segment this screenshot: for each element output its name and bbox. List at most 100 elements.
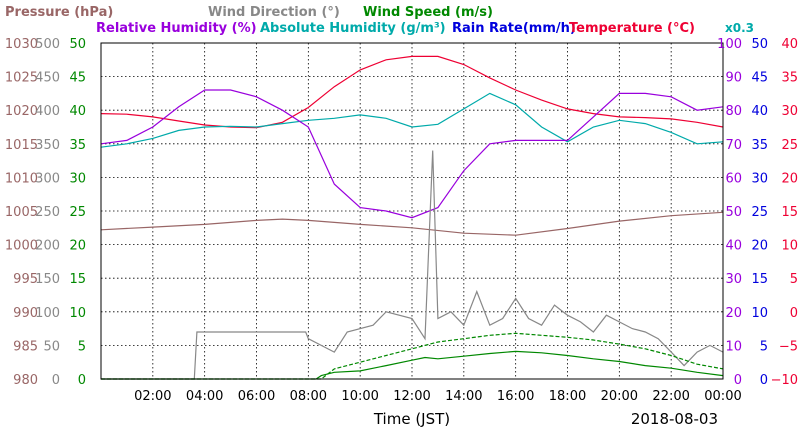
y-tick-label-rain-rate: 45 — [751, 71, 768, 86]
y-tick-label-rain-rate: 0 — [760, 373, 768, 388]
x-tick-label: 08:00 — [290, 389, 327, 404]
legend-rain-rate: Rain Rate(mm/h) — [452, 21, 576, 36]
series-line-temperature-c — [100, 55, 724, 129]
y-tick-label-relative-humidity: 30 — [725, 272, 742, 287]
y-tick-label-wind-direction: 200 — [35, 239, 60, 254]
y-tick-label-rain-rate: 40 — [751, 104, 768, 119]
y-tick-label-wind-direction: 250 — [35, 205, 60, 220]
series-line-wind-speed-m-s — [101, 332, 724, 380]
plot-frame — [100, 42, 724, 380]
grid — [101, 43, 723, 379]
y-tick-label-wind-direction: 150 — [35, 272, 60, 287]
y-tick-label-rain-rate: 30 — [751, 171, 768, 186]
series-line-pressure-hpa — [100, 211, 724, 236]
y-tick-label-wind-direction: 100 — [35, 306, 60, 321]
series-line-wind-speed-m-s — [101, 350, 724, 380]
x-tick-label: 22:00 — [652, 389, 689, 404]
y-tick-label-wind-speed: 0 — [78, 373, 86, 388]
y-tick-label-temperature: 30 — [781, 104, 798, 119]
x-tick-labels: 02:00 04:00 06:00 08:00 10:00 12:00 14:00 16:00… — [134, 389, 742, 404]
y-tick-label-wind-speed: 20 — [69, 239, 86, 254]
y-tick-label-temperature: 5 — [790, 272, 798, 287]
legend-pressure: Pressure (hPa) — [5, 5, 113, 20]
y-tick-label-temperature: 15 — [781, 205, 798, 220]
legend-relative-humidity: Relative Humidity (%) — [96, 21, 257, 36]
legend-wind-speed: Wind Speed (m/s) — [363, 5, 493, 20]
y-tick-label-relative-humidity: 80 — [725, 104, 742, 119]
y-tick-labels: 9809859909951000100510101015102010251030… — [5, 37, 798, 388]
y-tick-label-wind-direction: 50 — [43, 339, 60, 354]
series-line-absolute-humidity-g-m — [100, 92, 724, 148]
y-tick-label-wind-speed: 15 — [69, 272, 86, 287]
y-tick-label-pressure: 985 — [13, 339, 38, 354]
y-tick-label-temperature: 0 — [790, 306, 798, 321]
y-tick-label-rain-rate: 15 — [751, 272, 768, 287]
y-tick-label-temperature: −5 — [779, 339, 798, 354]
y-tick-label-relative-humidity: 50 — [725, 205, 742, 220]
y-tick-label-temperature: 40 — [781, 37, 798, 52]
y-tick-label-wind-direction: 400 — [35, 104, 60, 119]
y-tick-label-pressure: 995 — [13, 272, 38, 287]
y-tick-label-relative-humidity: 10 — [725, 339, 742, 354]
y-tick-label-wind-direction: 450 — [35, 71, 60, 86]
x-tick-label: 02:00 — [134, 389, 171, 404]
x-tick-label: 04:00 — [186, 389, 223, 404]
x-tick-label: 00:00 — [704, 389, 741, 404]
legend-absolute-humidity: Absolute Humidity (g/m³) — [260, 21, 446, 36]
x-tick-label: 10:00 — [341, 389, 378, 404]
series-layer — [100, 55, 724, 380]
x-axis-title: Time (JST) — [373, 410, 450, 428]
legend-temperature: Temperature (°C) — [569, 21, 695, 36]
x-tick-label: 12:00 — [393, 389, 430, 404]
y-tick-label-pressure: 1025 — [5, 71, 38, 86]
y-tick-label-pressure: 990 — [13, 306, 38, 321]
y-tick-label-pressure: 1015 — [5, 138, 38, 153]
y-tick-label-pressure: 1000 — [5, 239, 38, 254]
y-tick-label-pressure: 1030 — [5, 37, 38, 52]
legend: Pressure (hPa) Wind Direction (°) Wind S… — [5, 5, 754, 36]
y-tick-label-wind-speed: 30 — [69, 171, 86, 186]
y-tick-label-temperature: 35 — [781, 71, 798, 86]
y-tick-label-wind-direction: 0 — [52, 373, 60, 388]
y-tick-label-pressure: 980 — [13, 373, 38, 388]
y-tick-label-wind-direction: 350 — [35, 138, 60, 153]
y-tick-label-temperature: 20 — [781, 171, 798, 186]
y-tick-label-pressure: 1020 — [5, 104, 38, 119]
y-tick-label-wind-speed: 50 — [69, 37, 86, 52]
y-tick-label-wind-speed: 5 — [78, 339, 86, 354]
y-tick-label-relative-humidity: 60 — [725, 171, 742, 186]
y-tick-label-wind-speed: 35 — [69, 138, 86, 153]
y-tick-label-wind-speed: 45 — [69, 71, 86, 86]
y-tick-label-relative-humidity: 70 — [725, 138, 742, 153]
y-tick-label-wind-speed: 25 — [69, 205, 86, 220]
y-tick-label-wind-direction: 300 — [35, 171, 60, 186]
y-tick-label-rain-rate: 20 — [751, 239, 768, 254]
y-tick-label-wind-speed: 40 — [69, 104, 86, 119]
series-line-relative-humidity — [100, 89, 724, 219]
y-tick-label-rain-rate: 10 — [751, 306, 768, 321]
y-tick-label-rain-rate: 25 — [751, 205, 768, 220]
y-tick-label-temperature: −10 — [771, 373, 798, 388]
y-tick-label-wind-speed: 10 — [69, 306, 86, 321]
y-tick-label-rain-rate: 5 — [760, 339, 768, 354]
y-tick-label-rain-rate: 35 — [751, 138, 768, 153]
y-tick-label-relative-humidity: 90 — [725, 71, 742, 86]
x-tick-label: 14:00 — [445, 389, 482, 404]
series-line-wind-direction — [101, 150, 724, 380]
y-tick-label-relative-humidity: 40 — [725, 239, 742, 254]
x-tick-label: 18:00 — [549, 389, 586, 404]
y-tick-label-relative-humidity: 100 — [717, 37, 742, 52]
y-tick-label-pressure: 1005 — [5, 205, 38, 220]
y-tick-label-relative-humidity: 20 — [725, 306, 742, 321]
x-tick-label: 16:00 — [497, 389, 534, 404]
date-label: 2018-08-03 — [631, 410, 718, 428]
y-tick-label-pressure: 1010 — [5, 171, 38, 186]
y-tick-label-relative-humidity: 0 — [734, 373, 742, 388]
y-tick-label-temperature: 10 — [781, 239, 798, 254]
legend-x03: x0.3 — [725, 21, 754, 35]
y-tick-label-wind-direction: 500 — [35, 37, 60, 52]
x-tick-label: 06:00 — [238, 389, 275, 404]
y-tick-label-rain-rate: 50 — [751, 37, 768, 52]
legend-wind-direction: Wind Direction (°) — [208, 5, 340, 20]
